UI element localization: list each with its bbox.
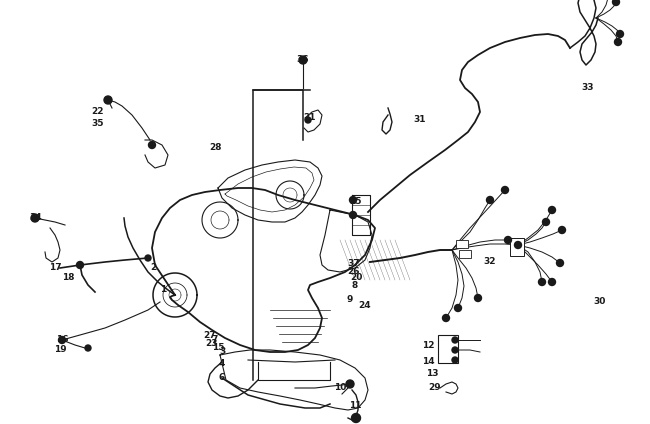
Circle shape bbox=[538, 279, 545, 285]
Text: 34: 34 bbox=[30, 214, 42, 223]
Circle shape bbox=[612, 0, 619, 6]
Text: 29: 29 bbox=[429, 383, 441, 393]
Text: 4: 4 bbox=[219, 360, 225, 368]
Circle shape bbox=[85, 345, 91, 351]
Text: 37: 37 bbox=[348, 259, 360, 268]
Circle shape bbox=[616, 31, 623, 37]
Circle shape bbox=[452, 357, 458, 363]
Text: 26: 26 bbox=[348, 268, 360, 276]
Bar bbox=[510, 238, 524, 256]
Text: 13: 13 bbox=[426, 369, 438, 379]
Circle shape bbox=[504, 237, 512, 243]
Circle shape bbox=[556, 259, 564, 267]
Text: 16: 16 bbox=[56, 335, 68, 344]
Text: 25: 25 bbox=[349, 198, 361, 206]
Text: 1: 1 bbox=[160, 285, 166, 295]
Circle shape bbox=[104, 96, 112, 104]
Text: 30: 30 bbox=[594, 298, 606, 307]
Circle shape bbox=[558, 226, 566, 234]
Text: 21: 21 bbox=[304, 114, 317, 123]
Text: 35: 35 bbox=[92, 120, 104, 128]
Text: 8: 8 bbox=[352, 281, 358, 290]
Text: 23: 23 bbox=[206, 340, 218, 349]
Text: 27: 27 bbox=[203, 330, 216, 340]
Circle shape bbox=[352, 413, 361, 422]
Text: 3: 3 bbox=[219, 348, 225, 357]
Circle shape bbox=[145, 255, 151, 261]
Circle shape bbox=[305, 117, 311, 123]
Text: 14: 14 bbox=[422, 357, 434, 365]
Circle shape bbox=[614, 39, 621, 45]
Circle shape bbox=[486, 196, 493, 204]
Circle shape bbox=[549, 279, 556, 285]
Bar bbox=[438, 335, 458, 363]
Circle shape bbox=[502, 187, 508, 193]
Circle shape bbox=[350, 196, 356, 204]
Text: 20: 20 bbox=[350, 273, 362, 282]
Circle shape bbox=[299, 56, 307, 64]
Text: 17: 17 bbox=[49, 263, 61, 273]
Bar bbox=[459, 250, 471, 258]
Text: 19: 19 bbox=[54, 346, 66, 354]
Circle shape bbox=[346, 380, 354, 388]
Circle shape bbox=[148, 142, 155, 148]
Circle shape bbox=[452, 337, 458, 343]
Text: 11: 11 bbox=[349, 401, 361, 410]
Bar bbox=[456, 240, 468, 248]
Text: 9: 9 bbox=[347, 296, 353, 304]
Text: 31: 31 bbox=[414, 115, 426, 125]
Circle shape bbox=[454, 304, 462, 312]
Circle shape bbox=[350, 212, 356, 218]
Text: 18: 18 bbox=[62, 273, 74, 282]
Text: 15: 15 bbox=[212, 343, 224, 351]
Circle shape bbox=[58, 337, 66, 343]
Circle shape bbox=[31, 214, 39, 222]
Text: 2: 2 bbox=[150, 262, 156, 271]
Text: 24: 24 bbox=[359, 301, 371, 310]
Text: 36: 36 bbox=[297, 56, 309, 64]
Text: 28: 28 bbox=[209, 143, 221, 153]
Text: 6: 6 bbox=[219, 374, 225, 382]
Text: 22: 22 bbox=[92, 108, 104, 117]
Circle shape bbox=[515, 242, 521, 248]
Text: 33: 33 bbox=[582, 84, 594, 92]
Text: 10: 10 bbox=[334, 383, 346, 393]
Text: 12: 12 bbox=[422, 340, 434, 349]
Circle shape bbox=[452, 347, 458, 353]
Circle shape bbox=[543, 218, 549, 226]
Text: 32: 32 bbox=[484, 257, 496, 267]
Circle shape bbox=[549, 206, 556, 214]
Text: 7: 7 bbox=[212, 335, 218, 344]
Circle shape bbox=[474, 295, 482, 301]
Circle shape bbox=[443, 315, 450, 321]
Circle shape bbox=[77, 262, 83, 268]
